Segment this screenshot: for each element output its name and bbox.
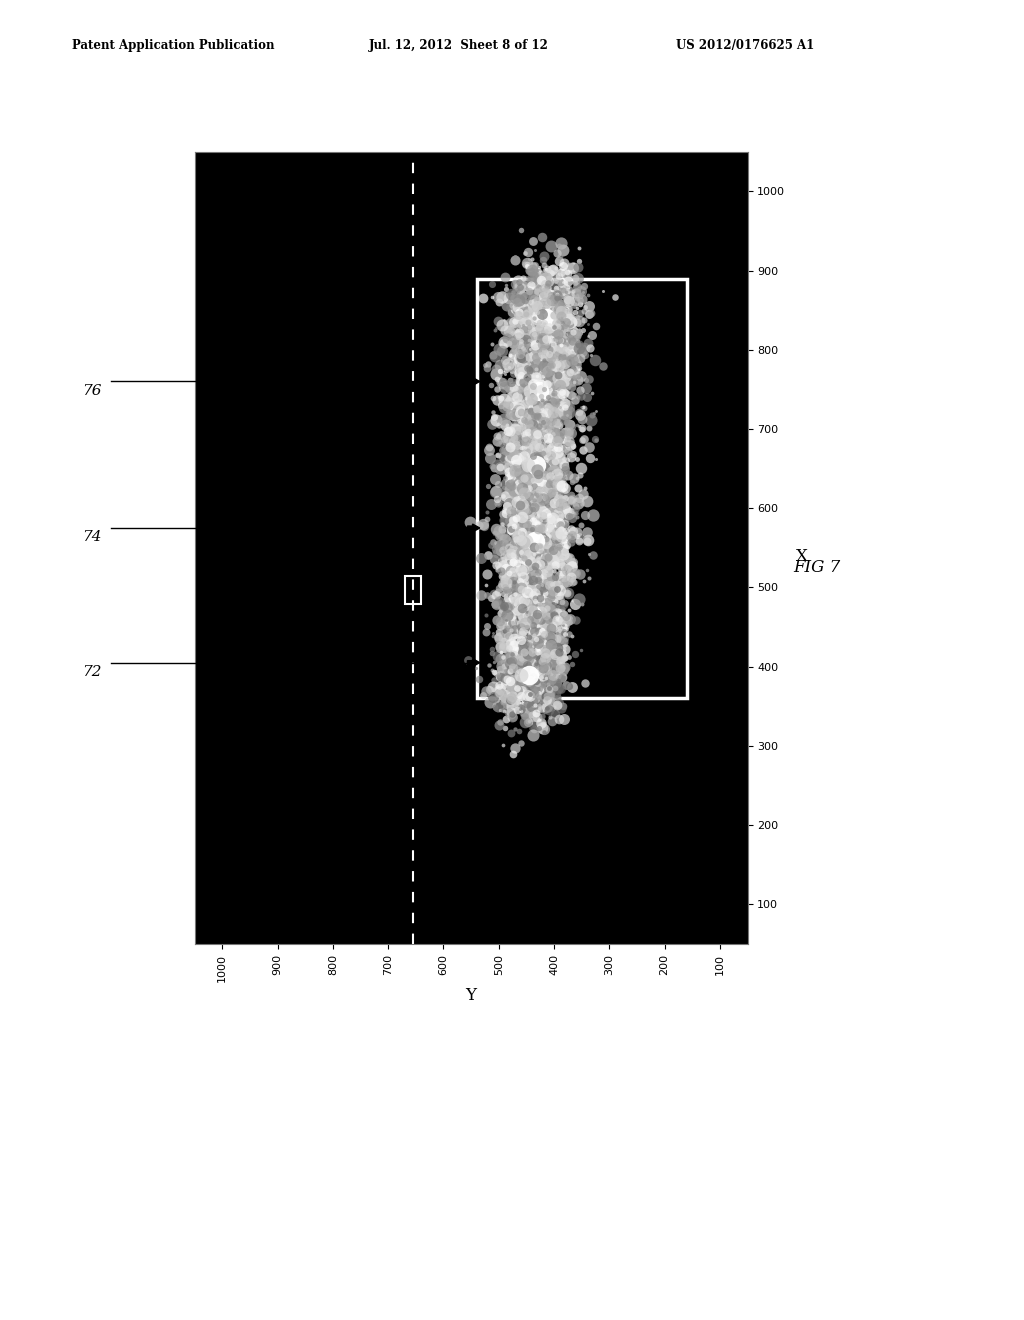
Text: 74: 74 bbox=[82, 531, 101, 544]
Y-axis label: X: X bbox=[796, 548, 808, 565]
Text: 72: 72 bbox=[82, 665, 101, 678]
Text: Jul. 12, 2012  Sheet 8 of 12: Jul. 12, 2012 Sheet 8 of 12 bbox=[369, 38, 549, 51]
Text: FIG 7: FIG 7 bbox=[794, 558, 841, 576]
Bar bbox=[476, 279, 687, 698]
X-axis label: Y: Y bbox=[466, 987, 476, 1005]
Text: US 2012/0176625 A1: US 2012/0176625 A1 bbox=[676, 38, 814, 51]
Text: Patent Application Publication: Patent Application Publication bbox=[72, 38, 274, 51]
Text: 76: 76 bbox=[82, 384, 101, 397]
Bar bbox=[406, 576, 421, 605]
